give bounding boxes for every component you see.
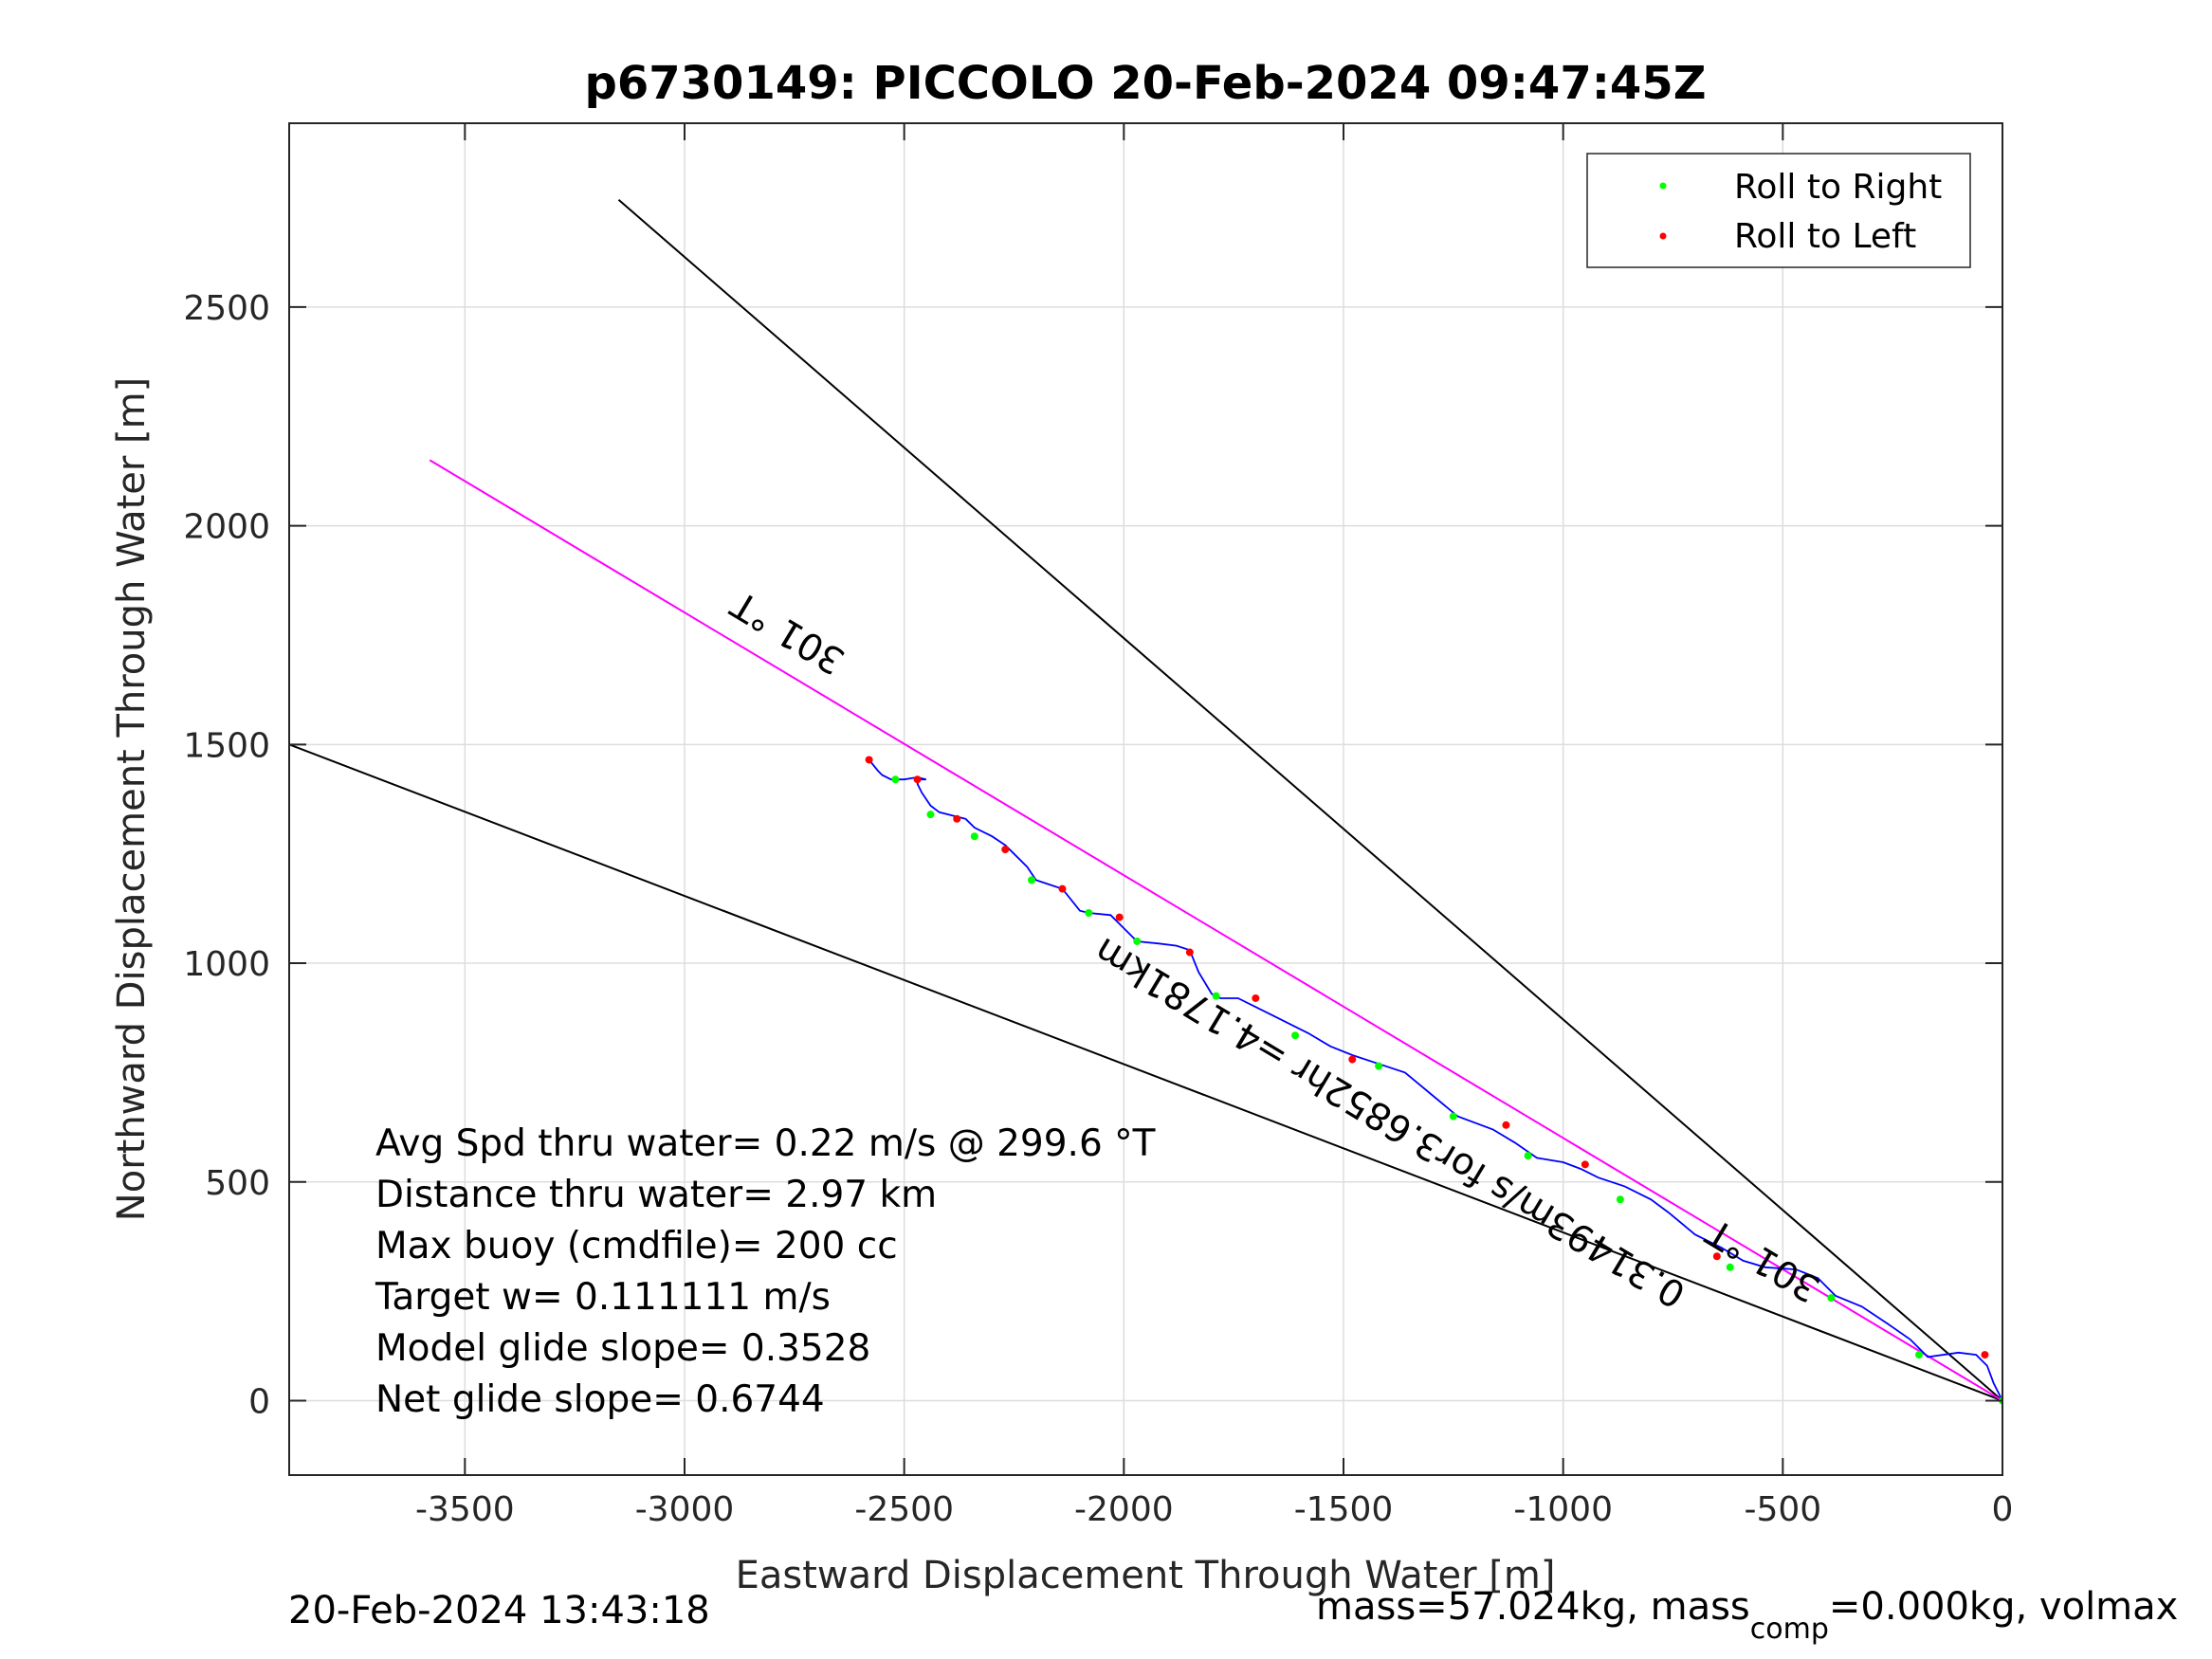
- legend-label-roll-left: Roll to Left: [1734, 217, 1916, 256]
- roll-left-point: [1712, 1252, 1721, 1261]
- stats-annotation: Avg Spd thru water= 0.22 m/s @ 299.6 °T D…: [375, 1122, 1156, 1421]
- footer-mass-sub: comp: [1750, 1613, 1829, 1646]
- y-tick-label: 1000: [183, 945, 270, 984]
- y-tick-label: 2000: [183, 508, 270, 547]
- roll-right-point: [1375, 1062, 1383, 1070]
- roll-left-point: [1185, 948, 1194, 957]
- plot-background: [289, 123, 2002, 1475]
- roll-right-point: [1212, 992, 1220, 1000]
- data-layer: [289, 199, 2002, 1405]
- stats-line: Target w= 0.111111 m/s: [375, 1276, 831, 1319]
- stats-line: Model glide slope= 0.3528: [375, 1327, 870, 1370]
- roll-left-point: [913, 775, 922, 784]
- roll-right-point: [970, 832, 978, 841]
- legend-marker-roll-right: [1659, 182, 1667, 190]
- footer-mass-prefix: mass=57.024kg, mass: [1316, 1585, 1750, 1629]
- roll-left-point: [1348, 1055, 1357, 1064]
- roll-left-point: [1252, 994, 1260, 1002]
- roll-right-point: [1524, 1152, 1532, 1160]
- cone-lower-line: [289, 743, 2002, 1402]
- footer-mass: mass=57.024kg, masscomp=0.000kg, volmax: [1316, 1585, 2178, 1646]
- x-tick-label: -1000: [1513, 1490, 1613, 1529]
- stats-line: Max buoy (cmdfile)= 200 cc: [375, 1225, 898, 1267]
- y-tick-label: 1500: [183, 726, 270, 765]
- roll-right-point: [1291, 1031, 1300, 1040]
- roll-left-point: [1001, 846, 1010, 854]
- legend-box: [1586, 153, 1971, 268]
- footer-timestamp: 20-Feb-2024 13:43:18: [288, 1589, 710, 1632]
- roll-left-point: [953, 814, 961, 823]
- roll-right-point: [1914, 1351, 1923, 1359]
- y-axis-label: Northward Displacement Through Water [m]: [110, 377, 154, 1221]
- footer-mass-suffix: =0.000kg, volmax: [1829, 1585, 2178, 1629]
- stats-line: Distance thru water= 2.97 km: [375, 1174, 937, 1216]
- roll-right-point: [926, 811, 935, 819]
- roll-right-point: [1616, 1195, 1624, 1204]
- x-tick-label: -3500: [415, 1490, 515, 1529]
- y-tick-label: 2500: [183, 289, 270, 328]
- axes-box: [288, 122, 2003, 1476]
- y-tick-label: 500: [205, 1164, 270, 1203]
- track-line: [868, 758, 2002, 1401]
- stats-line: Avg Spd thru water= 0.22 m/s @ 299.6 °T: [375, 1122, 1156, 1165]
- plot-area: [289, 123, 2002, 1475]
- roll-right-point: [1133, 937, 1142, 945]
- x-tick-label: 0: [1992, 1490, 2014, 1529]
- x-tick-label: -2500: [854, 1490, 954, 1529]
- tick-labels: -3500 -3000 -2500 -2000 -1500 -1000 -500 0 0 500 1…: [183, 289, 2013, 1529]
- roll-left-point: [1115, 913, 1124, 921]
- roll-right-point: [1449, 1112, 1457, 1121]
- roll-right-point: [1827, 1294, 1836, 1303]
- x-tick-label: -1500: [1294, 1490, 1394, 1529]
- roll-left-point: [1581, 1160, 1589, 1169]
- legend-label-roll-right: Roll to Right: [1734, 168, 1942, 207]
- legend-marker-roll-left: [1659, 232, 1667, 240]
- mean-heading-line: [429, 459, 2002, 1402]
- x-tick-label: -3000: [635, 1490, 735, 1529]
- chart-title: p6730149: PICCOLO 20-Feb-2024 09:47:45Z: [584, 57, 1706, 110]
- roll-right-point: [1085, 908, 1093, 917]
- cone-upper-line: [617, 199, 2002, 1402]
- roll-left-point: [865, 756, 873, 764]
- legend: Roll to Right Roll to Left: [1586, 153, 1971, 268]
- roll-left-point: [1058, 884, 1067, 893]
- x-axis-label: Eastward Displacement Through Water [m]: [736, 1554, 1556, 1597]
- roll-left-point: [1981, 1351, 1989, 1359]
- roll-right-point: [1028, 876, 1036, 884]
- x-tick-label: -500: [1744, 1490, 1821, 1529]
- roll-right-point: [1726, 1263, 1734, 1271]
- x-tick-label: -2000: [1074, 1490, 1174, 1529]
- roll-left-point: [1502, 1121, 1510, 1129]
- stats-line: Net glide slope= 0.6744: [375, 1378, 825, 1421]
- y-tick-label: 0: [248, 1383, 270, 1422]
- roll-right-point: [891, 775, 900, 784]
- axes-frame: [288, 122, 2003, 1476]
